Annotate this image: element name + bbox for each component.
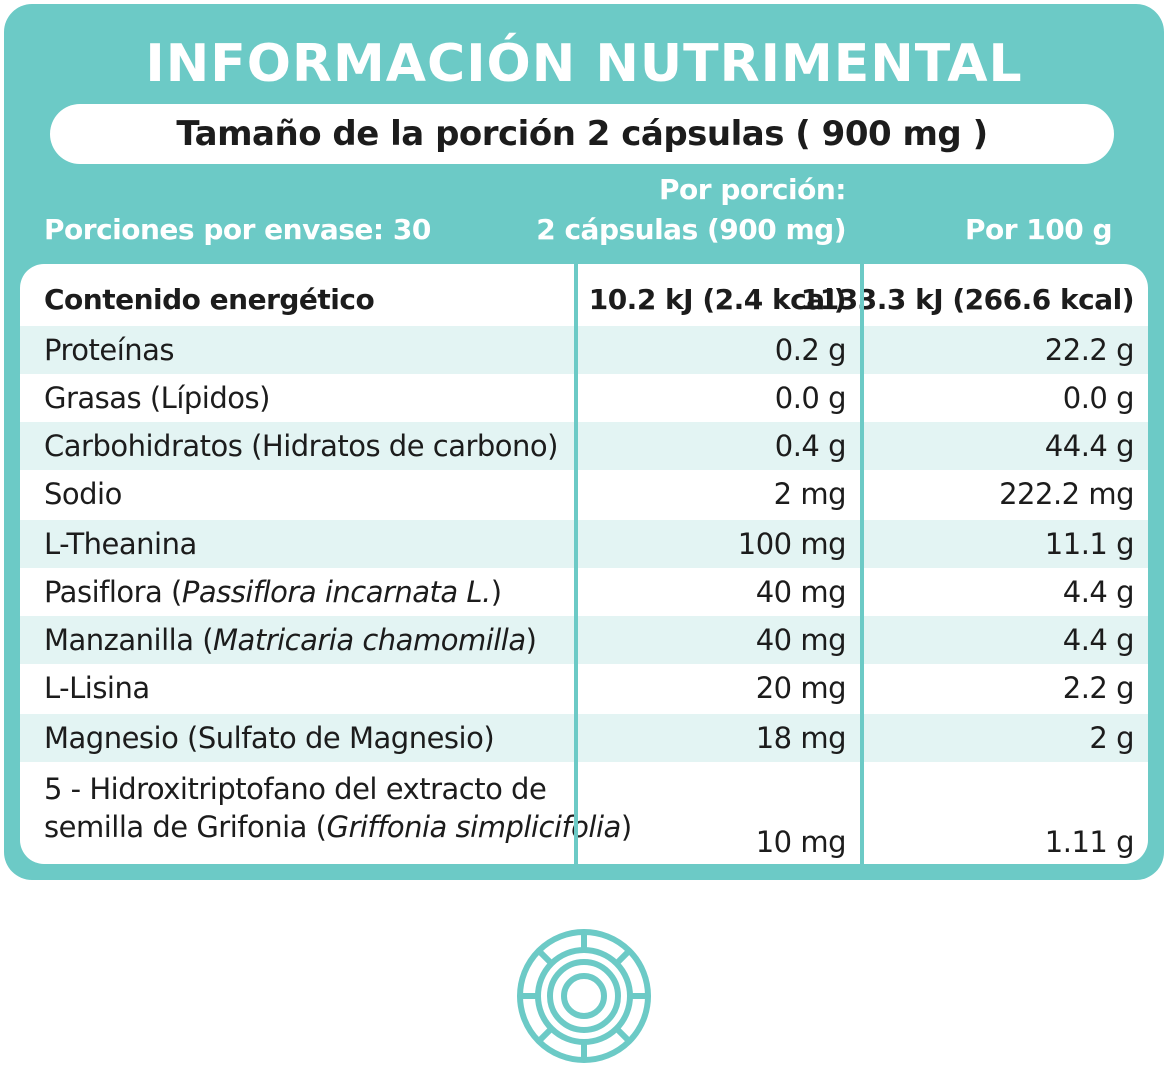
nutrient-name: Carbohidratos (Hidratos de carbono)	[44, 429, 559, 463]
nutrient-name: L-Theanina	[44, 527, 197, 561]
per-100g-value: 2 g	[1089, 721, 1134, 755]
nutrient-name: L-Lisina	[44, 671, 150, 705]
nutrient-common-name: Pasiflora (	[44, 575, 182, 609]
nutrient-name: Contenido energético	[44, 283, 375, 316]
per-serving-header: Por porción: 2 cápsulas (900 mg)	[536, 170, 846, 250]
scientific-name: Passiflora incarnata L.	[181, 575, 491, 609]
per-100g-header: Por 100 g	[964, 213, 1113, 246]
per-serving-value: 10 mg	[755, 825, 847, 859]
nutrient-name: Manzanilla (Matricaria chamomilla)	[44, 616, 537, 664]
per-100g-value: 44.4 g	[1044, 429, 1135, 463]
per-100g-value: 1.11 g	[1044, 825, 1135, 859]
per-serving-value: 0.4 g	[774, 429, 847, 463]
servings-per-container: Porciones por envase: 30	[44, 213, 431, 246]
table-row: Grasas (Lípidos) 0.0 g 0.0 g	[20, 374, 1148, 422]
circular-seal-icon	[517, 929, 651, 1063]
nutrient-name: Sodio	[44, 477, 122, 511]
per-100g-value: 22.2 g	[1044, 333, 1135, 367]
nutrient-name-line1: 5 - Hidroxitriptofano del extracto de	[44, 772, 547, 806]
per-serving-value: 40 mg	[755, 623, 847, 657]
serving-size-text: Tamaño de la porción 2 cápsulas ( 900 mg…	[176, 114, 988, 154]
per-serving-value: 2 mg	[773, 477, 847, 511]
nutrient-name: Pasiflora (Passiflora incarnata L.)	[44, 568, 502, 616]
per-serving-value: 10.2 kJ (2.4 kcal)	[588, 283, 847, 316]
per-serving-value: 18 mg	[755, 721, 847, 755]
table-row: L-Theanina 100 mg 11.1 g	[20, 520, 1148, 568]
nutrient-name: 5 - Hidroxitriptofano del extracto de se…	[44, 770, 632, 846]
column-divider	[574, 264, 578, 864]
nutrient-name-end: )	[620, 810, 632, 844]
nutrient-name-end: )	[490, 575, 502, 609]
nutrient-name-line2: semilla de Grifonia (	[44, 810, 327, 844]
scientific-name: Matricaria chamomilla	[213, 623, 526, 657]
nutrient-name: Grasas (Lípidos)	[44, 381, 270, 415]
table-row: Contenido energético 10.2 kJ (2.4 kcal) …	[20, 276, 1148, 324]
table-row: Pasiflora (Passiflora incarnata L.) 40 m…	[20, 568, 1148, 616]
table-row: Manzanilla (Matricaria chamomilla) 40 mg…	[20, 616, 1148, 664]
per-serving-value: 40 mg	[755, 575, 847, 609]
table-row: Magnesio (Sulfato de Magnesio) 18 mg 2 g	[20, 714, 1148, 762]
per-serving-value: 0.0 g	[774, 381, 847, 415]
table-row: Sodio 2 mg 222.2 mg	[20, 470, 1148, 518]
serving-size-banner: Tamaño de la porción 2 cápsulas ( 900 mg…	[50, 104, 1114, 164]
per-100g-value: 1133.3 kJ (266.6 kcal)	[800, 283, 1135, 316]
per-100g-value: 222.2 mg	[999, 477, 1134, 511]
per-serving-value: 20 mg	[755, 671, 847, 705]
nutrient-common-name: Manzanilla (	[44, 623, 214, 657]
per-100g-value: 2.2 g	[1062, 671, 1135, 705]
per-100g-value: 11.1 g	[1044, 527, 1135, 561]
nutrient-name: Proteínas	[44, 333, 175, 367]
per-serving-value: 0.2 g	[774, 333, 847, 367]
per-100g-value: 0.0 g	[1062, 381, 1135, 415]
table-row: L-Lisina 20 mg 2.2 g	[20, 664, 1148, 712]
per-serving-value: 100 mg	[737, 527, 847, 561]
column-divider	[860, 264, 864, 864]
nutrition-table: Contenido energético 10.2 kJ (2.4 kcal) …	[20, 264, 1148, 864]
panel-title: INFORMACIÓN NUTRIMENTAL	[145, 34, 1023, 94]
scientific-name: Griffonia simplicifolia	[326, 810, 621, 844]
table-row: Proteínas 0.2 g 22.2 g	[20, 326, 1148, 374]
table-row: Carbohidratos (Hidratos de carbono) 0.4 …	[20, 422, 1148, 470]
per-serving-header-line2: 2 cápsulas (900 mg)	[536, 213, 846, 246]
per-100g-value: 4.4 g	[1062, 623, 1135, 657]
table-row: 5 - Hidroxitriptofano del extracto de se…	[20, 764, 1148, 864]
nutrient-name-end: )	[525, 623, 537, 657]
per-serving-header-line1: Por porción:	[659, 173, 846, 206]
nutrient-name: Magnesio (Sulfato de Magnesio)	[44, 721, 495, 755]
per-100g-value: 4.4 g	[1062, 575, 1135, 609]
